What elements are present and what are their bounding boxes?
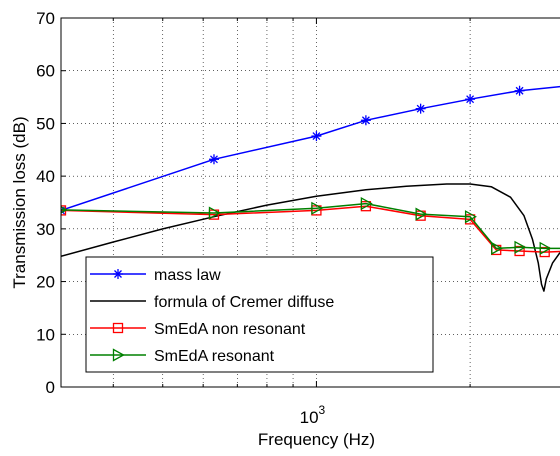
legend-box [85,256,434,373]
data-point [311,131,322,142]
legend-marker-smeda-non-resonant [112,322,124,334]
legend-label-smeda-resonant: SmEdA resonant [154,348,275,365]
marker-stroke [210,155,218,164]
y-tick-label: 20 [36,273,55,292]
axes-box [60,17,560,388]
series-line [61,202,560,250]
legend-label-smeda-non-resonant: SmEdA non resonant [154,321,306,338]
marker-stroke [312,132,321,141]
legend-marker-shape [112,322,124,334]
x-axis-label: Frequency (Hz) [258,430,375,449]
legend-label-cremer-diffuse: formula of Cremer diffuse [154,294,334,311]
data-point [539,241,552,255]
marker-stroke [466,95,475,104]
legend-marker-mass-law [113,269,123,279]
legend-label-mass-law: mass law [154,267,221,284]
x-tick-label: 103 [300,403,326,427]
y-tick-label: 10 [36,325,55,344]
legend: mass law formula of Cremer diffuse SmEdA… [85,256,434,373]
series-smeda-resonant [61,196,560,255]
tick-marks [61,17,471,388]
marker-stroke [416,104,425,113]
plot-series [61,85,560,292]
data-point [415,103,426,114]
series-line [61,205,560,253]
y-axis-label: Transmission loss (dB) [10,116,29,288]
series-line [61,85,560,212]
y-tick-label: 50 [36,114,55,133]
legend-entry-cremer-diffuse: formula of Cremer diffuse [90,294,334,311]
legend-marker-shape [112,348,125,362]
marker-stroke [515,86,524,95]
x-tick-label-exponent: 3 [319,403,326,417]
data-point [208,154,219,165]
y-tick-label: 60 [36,62,55,81]
data-point [514,85,525,96]
data-point [465,94,476,105]
x-tick-label-base: 10 [300,408,319,427]
y-tick-label: 40 [36,167,55,186]
grid-lines [61,18,560,387]
marker-stroke [361,116,370,125]
marker-stroke [114,270,122,278]
legend-marker-smeda-resonant [112,348,125,362]
marker-stroke [61,209,65,215]
legend-entry-smeda-resonant: SmEdA resonant [90,348,275,365]
data-point [360,115,371,126]
legend-entry-smeda-non-resonant: SmEdA non resonant [90,321,306,338]
y-tick-label: 30 [36,220,55,239]
data-point [514,240,527,254]
data-point [491,241,504,255]
data-point [464,210,477,224]
data-point [311,201,324,215]
data-point [360,196,373,211]
y-tick-label: 0 [46,378,55,397]
data-point [208,206,221,220]
legend-marker-shape [113,269,123,279]
y-tick-label: 70 [36,9,55,28]
data-point [415,207,428,221]
legend-entry-mass-law: mass law [90,267,221,284]
